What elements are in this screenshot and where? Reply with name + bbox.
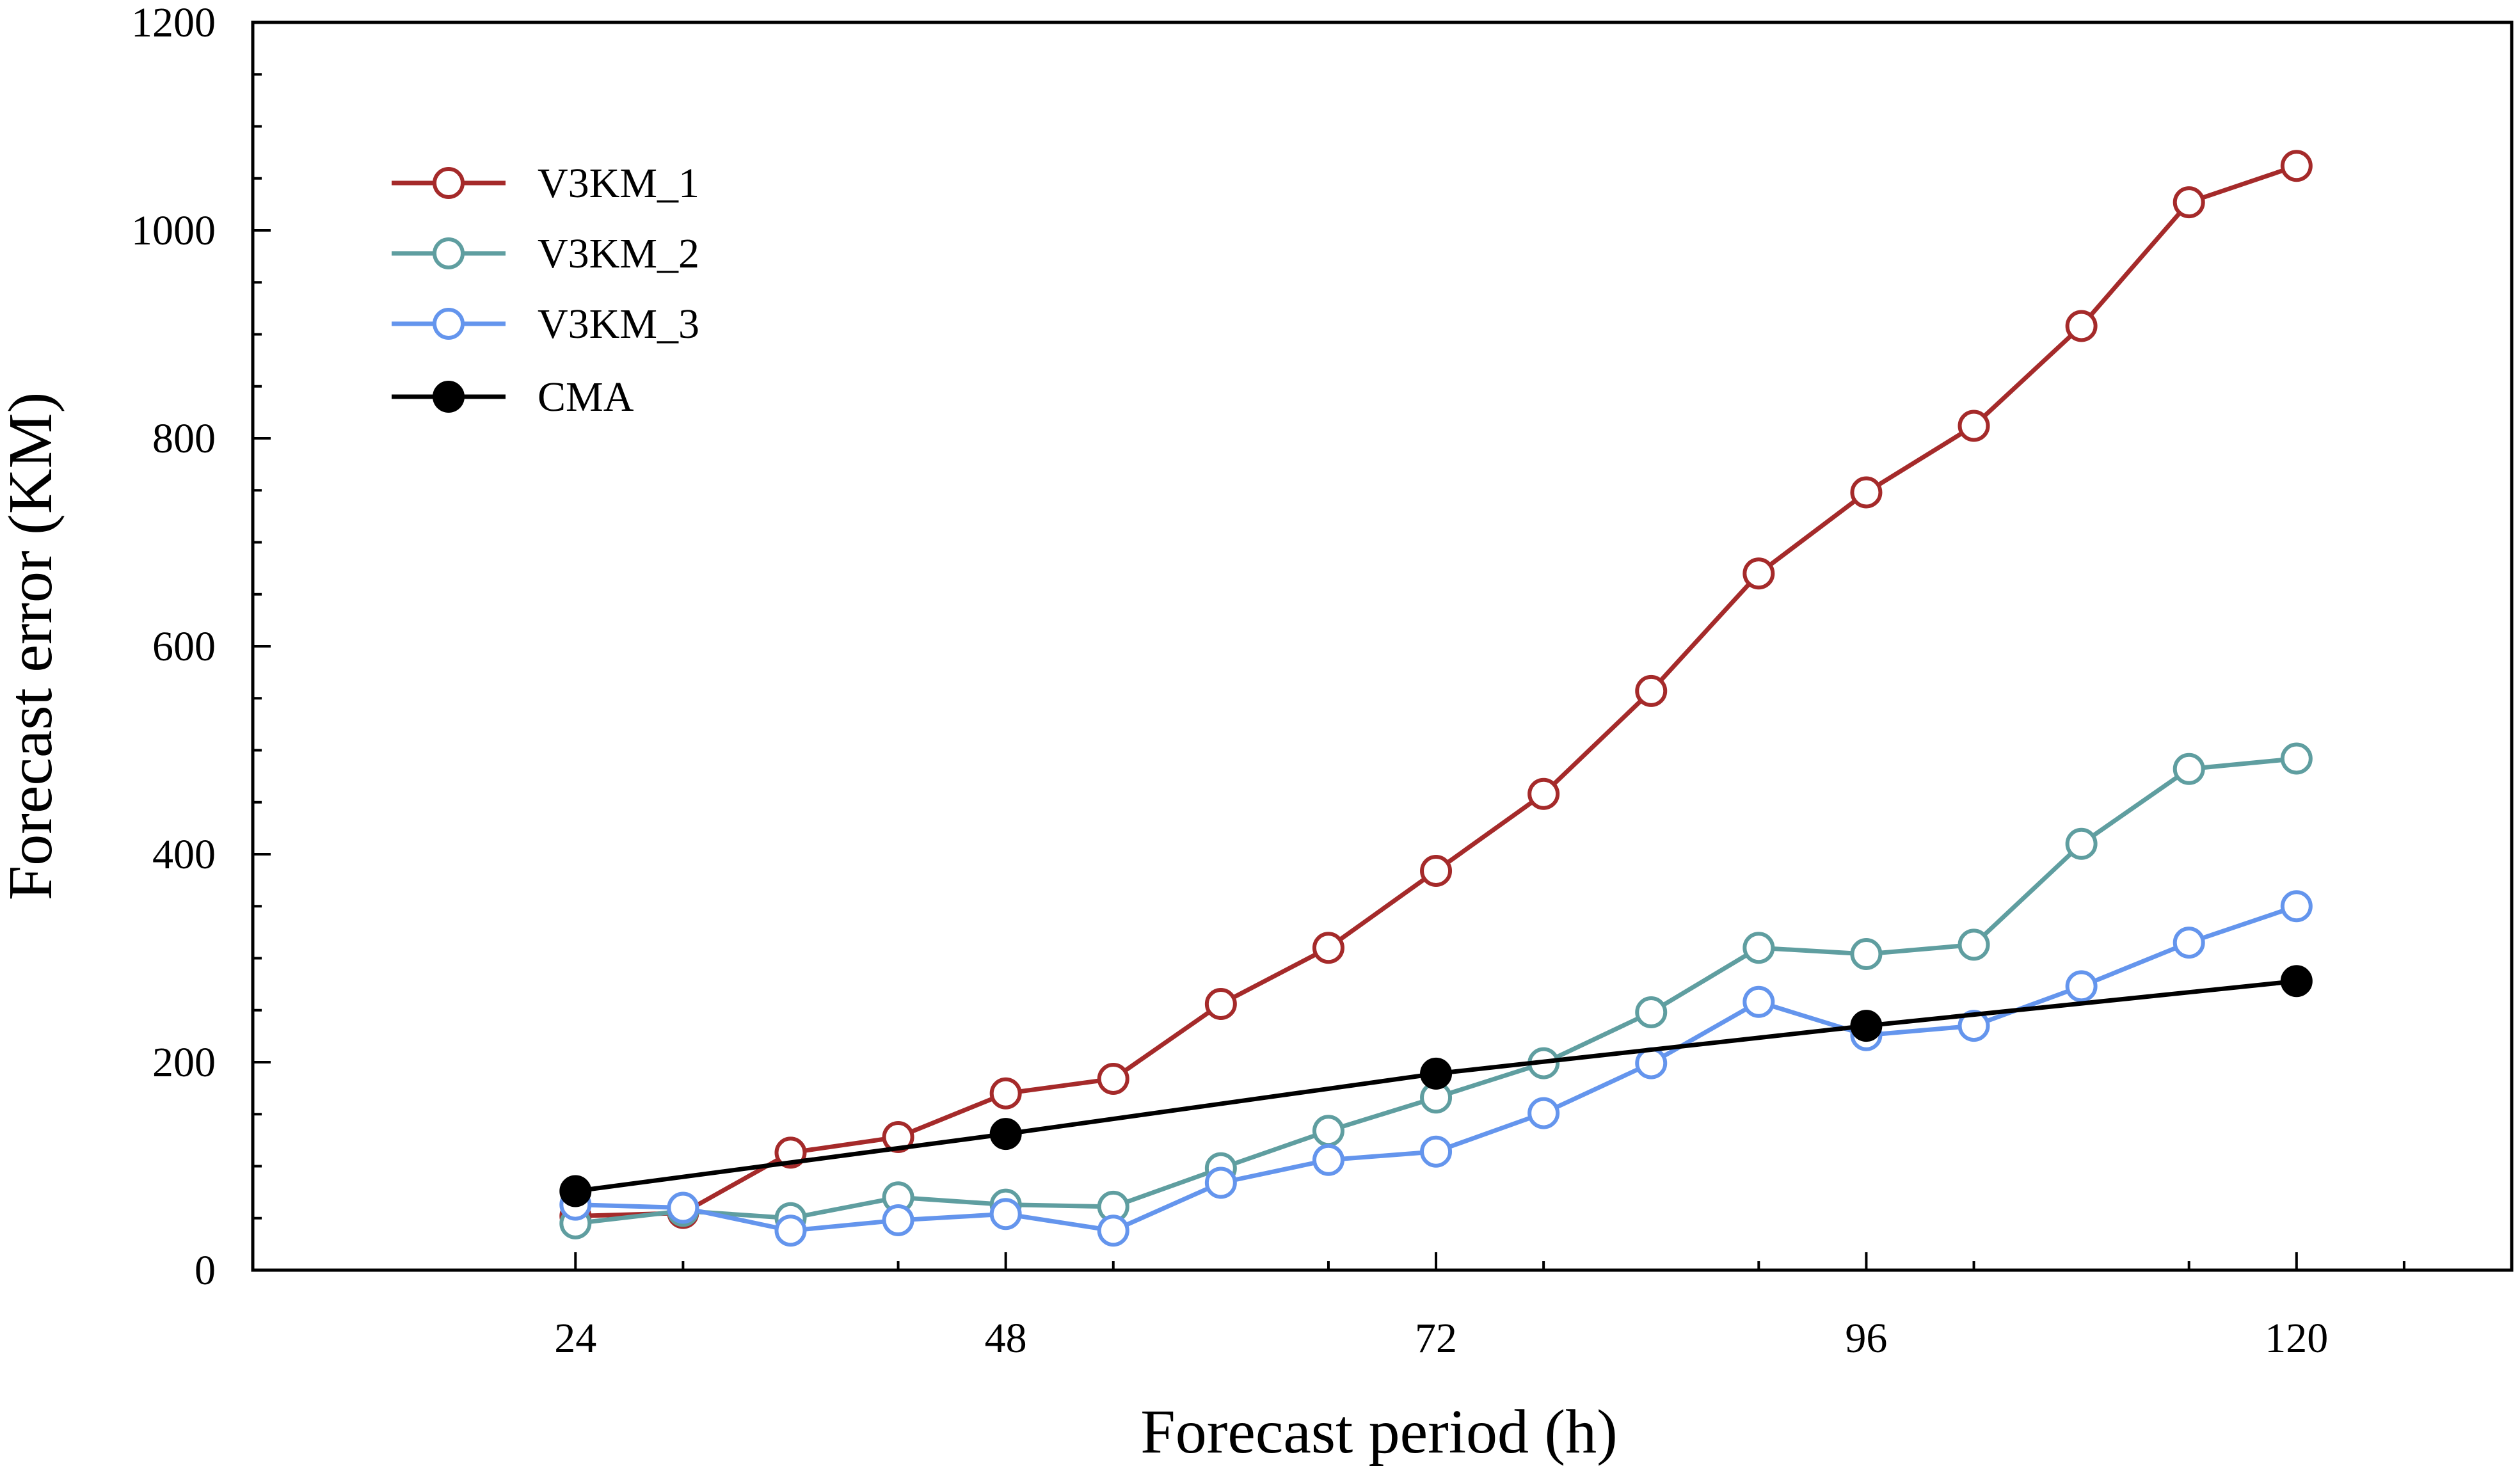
data-point-v3km-3 [2173, 927, 2205, 959]
legend-label: V3KM_2 [538, 230, 699, 277]
y-tick-label: 0 [195, 1247, 216, 1294]
data-point-v3km-3 [1742, 985, 1775, 1018]
legend-marker [433, 308, 465, 340]
data-point-v3km-1 [1958, 410, 1990, 442]
data-point-v3km-1 [989, 1077, 1022, 1110]
data-point-v3km-2 [2173, 752, 2205, 785]
y-tick-label: 200 [152, 1039, 216, 1086]
legend-marker [433, 381, 465, 413]
data-point-cma [989, 1118, 1022, 1151]
data-point-v3km-3 [2065, 970, 2098, 1003]
data-point-v3km-1 [1527, 777, 1560, 810]
data-point-v3km-2 [2280, 742, 2313, 775]
y-tick-label: 1000 [131, 207, 216, 254]
legend-label: V3KM_3 [538, 301, 699, 347]
data-point-v3km-2 [2065, 827, 2098, 860]
data-point-v3km-3 [1635, 1047, 1668, 1079]
data-point-v3km-2 [1312, 1115, 1344, 1147]
data-point-v3km-1 [2065, 310, 2098, 342]
data-point-v3km-1 [1312, 932, 1344, 964]
series-cma [559, 965, 2313, 1207]
data-point-v3km-1 [1420, 855, 1453, 887]
minor-ticks [253, 73, 2405, 1270]
legend: V3KM_1 V3KM_2 V3KM_3 CMA [392, 160, 699, 420]
y-tick-label: 1200 [131, 0, 216, 46]
y-tick-label: 400 [152, 831, 216, 878]
legend-label: V3KM_1 [538, 160, 699, 207]
data-point-cma [559, 1175, 592, 1207]
data-point-v3km-1 [1097, 1063, 1129, 1095]
data-point-v3km-1 [2173, 186, 2205, 219]
legend-item-v3km-2: V3KM_2 [392, 230, 699, 277]
data-point-v3km-1 [1850, 476, 1883, 509]
data-point-v3km-1 [1742, 557, 1775, 590]
x-tick-label: 72 [1415, 1315, 1457, 1362]
data-point-v3km-3 [667, 1191, 699, 1224]
data-point-v3km-3 [1420, 1135, 1453, 1168]
x-tick-label: 96 [1845, 1315, 1887, 1362]
data-point-v3km-3 [1312, 1143, 1344, 1176]
data-point-cma [1850, 1010, 1883, 1042]
data-point-v3km-3 [1097, 1214, 1129, 1247]
legend-label: CMA [538, 374, 634, 420]
series-layer [559, 150, 2313, 1247]
legend-marker [433, 237, 465, 269]
x-tick-label: 24 [554, 1315, 596, 1362]
x-tick-labels: 24 48 72 96 120 [554, 1315, 2328, 1362]
major-ticks [253, 21, 2298, 1271]
data-point-v3km-3 [1527, 1097, 1560, 1129]
legend-item-v3km-1: V3KM_1 [392, 160, 699, 207]
legend-marker [433, 167, 465, 199]
x-axis-title: Forecast period (h) [1140, 1397, 1618, 1467]
data-point-cma [2280, 965, 2313, 998]
data-point-v3km-2 [1742, 932, 1775, 964]
y-axis-title: Forecast error (KM) [0, 392, 65, 901]
data-point-v3km-3 [2280, 890, 2313, 923]
y-tick-labels: 0 200 400 600 800 1000 1200 [131, 0, 216, 1294]
data-point-v3km-2 [1958, 928, 1990, 961]
data-point-v3km-1 [882, 1121, 914, 1153]
y-tick-label: 600 [152, 623, 216, 670]
data-point-v3km-3 [1958, 1010, 1990, 1042]
data-point-v3km-1 [1204, 988, 1237, 1020]
data-point-v3km-2 [1635, 996, 1668, 1028]
y-tick-label: 800 [152, 415, 216, 462]
x-tick-label: 48 [985, 1315, 1027, 1362]
data-point-cma [1420, 1057, 1453, 1090]
legend-item-v3km-3: V3KM_3 [392, 301, 699, 347]
data-point-v3km-3 [774, 1214, 807, 1247]
data-point-v3km-3 [989, 1198, 1022, 1230]
data-point-v3km-2 [1850, 938, 1883, 970]
data-point-v3km-3 [1204, 1166, 1237, 1199]
x-tick-label: 120 [2265, 1315, 2328, 1362]
data-point-v3km-1 [2280, 150, 2313, 182]
series-v3km-2 [559, 742, 2313, 1239]
legend-item-cma: CMA [392, 374, 634, 420]
data-point-v3km-1 [1635, 674, 1668, 707]
data-point-v3km-3 [882, 1204, 914, 1236]
